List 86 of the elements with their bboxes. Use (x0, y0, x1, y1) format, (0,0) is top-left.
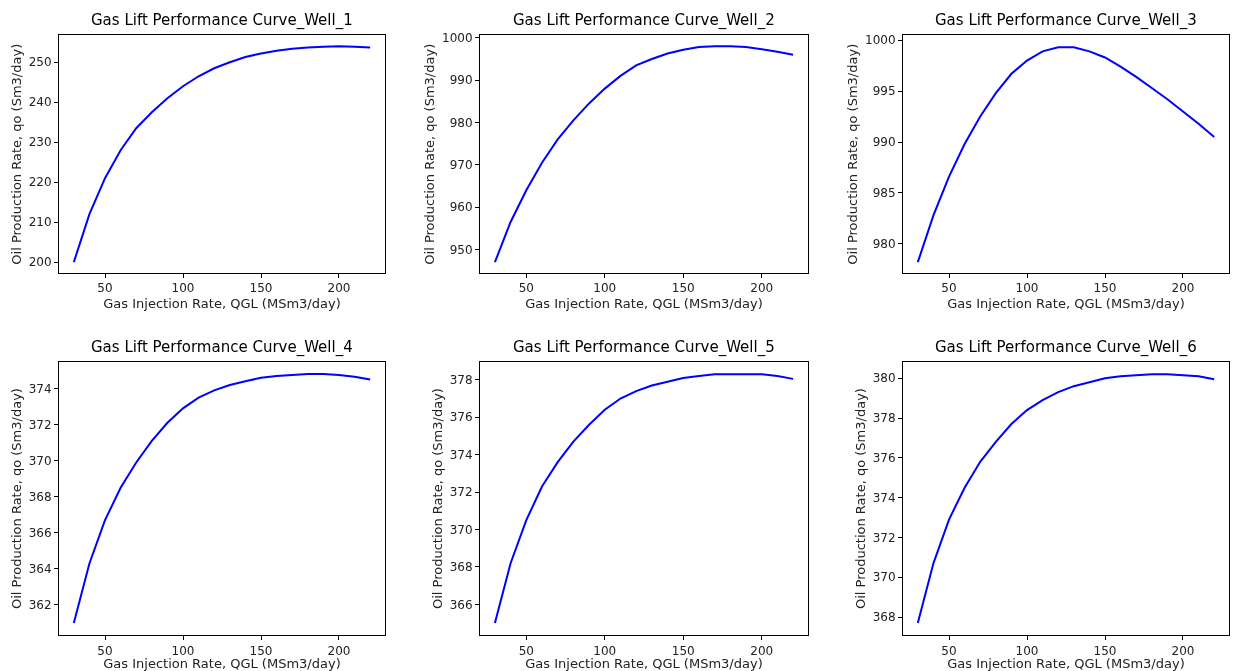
chart-title: Gas Lift Performance Curve_Well_3 (935, 11, 1197, 30)
x-tick-label: 100 (171, 643, 195, 658)
x-tick-label: 150 (1093, 281, 1117, 296)
y-tick-label: 366 (449, 597, 473, 612)
line-series (493, 373, 795, 625)
y-tick-label: 362 (28, 598, 52, 613)
line-series (72, 373, 372, 624)
y-tick-label: 250 (28, 55, 52, 70)
y-tick-label: 376 (872, 451, 896, 466)
y-tick-label: 240 (28, 95, 52, 110)
y-tick-label: 368 (449, 560, 473, 575)
y-axis-title: Oil Production Rate, qo (Sm3/day) (8, 43, 24, 265)
y-axis-title: Oil Production Rate, qo (Sm3/day) (429, 388, 445, 610)
y-tick-label: 960 (449, 200, 473, 215)
chart-title: Gas Lift Performance Curve_Well_2 (513, 11, 775, 30)
y-tick-label: 372 (28, 417, 52, 432)
y-tick-label: 1000 (442, 31, 473, 46)
y-tick-label: 200 (28, 255, 52, 270)
line-series (916, 46, 1216, 264)
x-tick-label: 50 (518, 643, 534, 658)
x-axis-title: Gas Injection Rate, QGL (MSm3/day) (947, 295, 1185, 311)
y-tick-label: 368 (28, 489, 52, 504)
x-tick-label: 100 (1015, 643, 1039, 658)
x-tick-label: 150 (671, 643, 695, 658)
y-tick-label: 990 (449, 73, 473, 88)
line-series (493, 45, 795, 264)
x-axis-title: Gas Injection Rate, QGL (MSm3/day) (103, 295, 341, 311)
y-tick-label: 230 (28, 135, 52, 150)
y-tick-label: 374 (872, 490, 896, 505)
y-tick-label: 980 (872, 237, 896, 252)
x-tick-label: 200 (750, 281, 774, 296)
x-axis-title: Gas Injection Rate, QGL (MSm3/day) (525, 295, 763, 311)
x-tick-label: 50 (97, 281, 113, 296)
y-tick-label: 990 (872, 135, 896, 150)
line-series (72, 45, 372, 264)
chart-title: Gas Lift Performance Curve_Well_5 (513, 338, 775, 357)
y-tick-label: 374 (28, 381, 52, 396)
y-tick-label: 980 (449, 115, 473, 130)
x-tick-label: 100 (1015, 281, 1039, 296)
x-tick-label: 50 (97, 643, 113, 658)
y-tick-label: 210 (28, 215, 52, 230)
x-tick-label: 100 (171, 281, 195, 296)
y-tick-label: 995 (872, 84, 896, 99)
x-tick-label: 200 (1171, 281, 1195, 296)
x-tick-label: 200 (327, 281, 351, 296)
chart-title: Gas Lift Performance Curve_Well_6 (935, 338, 1197, 357)
chart-title: Gas Lift Performance Curve_Well_1 (91, 11, 353, 30)
chart-title: Gas Lift Performance Curve_Well_4 (91, 338, 353, 357)
y-axis-title: Oil Production Rate, qo (Sm3/day) (8, 388, 24, 610)
x-tick-label: 100 (593, 643, 617, 658)
x-tick-label: 50 (941, 281, 957, 296)
x-tick-label: 150 (1093, 643, 1117, 658)
x-tick-label: 200 (750, 643, 774, 658)
x-axis-title: Gas Injection Rate, QGL (MSm3/day) (525, 656, 763, 671)
y-tick-label: 378 (449, 373, 473, 388)
x-axis-title: Gas Injection Rate, QGL (MSm3/day) (103, 656, 341, 671)
x-tick-label: 50 (518, 281, 534, 296)
y-tick-label: 372 (872, 530, 896, 545)
x-tick-label: 150 (249, 643, 273, 658)
y-tick-label: 970 (449, 158, 473, 173)
x-tick-label: 100 (593, 281, 617, 296)
x-tick-label: 150 (249, 281, 273, 296)
y-tick-label: 220 (28, 175, 52, 190)
x-tick-label: 150 (671, 281, 695, 296)
y-tick-label: 985 (872, 186, 896, 201)
y-tick-label: 370 (872, 570, 896, 585)
y-tick-label: 370 (28, 453, 52, 468)
y-tick-label: 950 (449, 242, 473, 257)
y-tick-label: 370 (449, 522, 473, 537)
x-tick-label: 50 (941, 643, 957, 658)
y-tick-label: 378 (872, 411, 896, 426)
y-tick-label: 368 (872, 610, 896, 625)
x-tick-label: 200 (1171, 643, 1195, 658)
x-tick-label: 200 (327, 643, 351, 658)
y-tick-label: 372 (449, 485, 473, 500)
line-series (916, 373, 1216, 625)
y-axis-title: Oil Production Rate, qo (Sm3/day) (845, 43, 860, 265)
x-axis-title: Gas Injection Rate, QGL (MSm3/day) (947, 656, 1185, 671)
y-tick-label: 364 (28, 562, 52, 577)
y-tick-label: 376 (449, 410, 473, 425)
y-axis-title: Oil Production Rate, qo (Sm3/day) (422, 43, 437, 265)
y-tick-label: 374 (449, 447, 473, 462)
y-tick-label: 366 (28, 526, 52, 541)
y-axis-title: Oil Production Rate, qo (Sm3/day) (852, 388, 868, 610)
y-tick-label: 1000 (865, 33, 896, 48)
y-tick-label: 380 (872, 371, 896, 386)
